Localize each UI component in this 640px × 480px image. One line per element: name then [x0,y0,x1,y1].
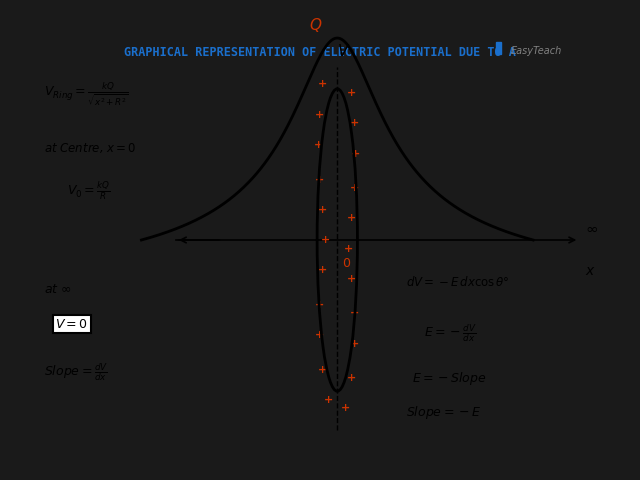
Text: +: + [347,274,356,284]
Text: $V_0 = \frac{kQ}{R}$: $V_0 = \frac{kQ}{R}$ [67,180,110,202]
Text: $E = -\frac{dV}{dx}$: $E = -\frac{dV}{dx}$ [424,322,476,344]
Text: +: + [347,214,356,223]
Text: +: + [321,235,330,245]
Text: +: + [316,175,324,184]
Text: $x$: $x$ [585,264,596,278]
Text: $dV = -E\,dx\cos\theta°$: $dV = -E\,dx\cos\theta°$ [406,275,510,288]
Text: $E = -Slope$: $E = -Slope$ [412,370,487,386]
Text: +: + [347,373,356,383]
Text: $\infty$: $\infty$ [585,221,598,236]
Text: at $\infty$: at $\infty$ [44,283,71,296]
Text: $Q$: $Q$ [309,16,323,34]
Text: +: + [350,309,359,318]
Text: +: + [350,119,359,128]
Text: EasyTeach: EasyTeach [511,46,562,56]
Text: +: + [351,149,360,158]
Text: at Centre, $x=0$: at Centre, $x=0$ [44,141,136,155]
Text: +: + [318,365,328,374]
Text: $Slope = \frac{dV}{dx}$: $Slope = \frac{dV}{dx}$ [44,361,108,383]
Text: V: V [338,44,348,59]
Text: +: + [350,339,359,348]
Text: +: + [314,140,323,150]
Text: $Slope = -E$: $Slope = -E$ [406,404,482,421]
Text: +: + [347,88,356,98]
Text: +: + [341,404,351,413]
Text: 0: 0 [342,257,350,270]
Text: +: + [350,183,359,193]
Text: +: + [316,330,324,340]
Text: +: + [344,244,353,253]
Text: +: + [316,300,324,310]
Text: GRAPHICAL REPRESENTATION OF ELECTRIC POTENTIAL DUE TO A: GRAPHICAL REPRESENTATION OF ELECTRIC POT… [124,46,516,59]
Text: $V=0$: $V=0$ [55,318,88,331]
Text: +: + [318,205,328,215]
Text: +: + [324,395,333,405]
Text: +: + [316,110,324,120]
Text: +: + [318,265,328,275]
Text: +: + [318,80,328,89]
Text: $V_{Ring} = \frac{kQ}{\sqrt{x^2+R^2}}$: $V_{Ring} = \frac{kQ}{\sqrt{x^2+R^2}}$ [44,80,129,108]
